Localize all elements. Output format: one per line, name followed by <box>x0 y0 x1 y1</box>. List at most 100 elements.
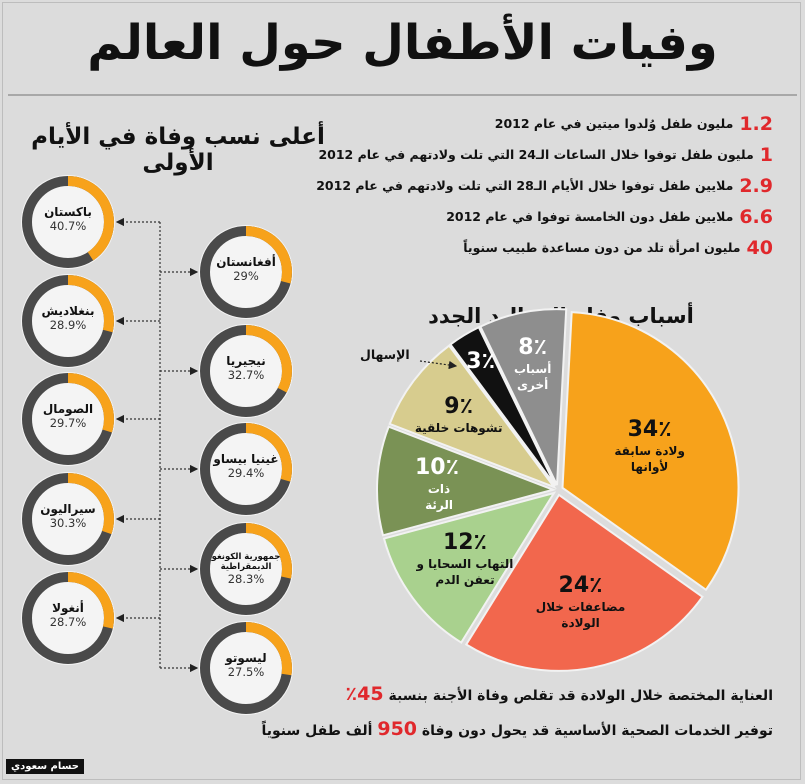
country-donut <box>21 372 115 466</box>
slice-percent: 24٪ <box>558 572 603 598</box>
country-name: باكستان <box>44 205 92 219</box>
country-name: جمهورية الكونغو الديمقراطية <box>211 552 281 572</box>
slice-name: ذات الرئة <box>425 481 453 512</box>
country-name: أفغانستان <box>216 255 276 269</box>
stat-text: مليون امرأة تلد من دون مساعدة طبيب سنويا… <box>463 240 741 255</box>
donut-value-arc <box>200 622 292 714</box>
donut-value-arc <box>200 325 292 417</box>
country-donut <box>21 571 115 665</box>
connector-lines <box>115 217 199 673</box>
slice-name: التهاب السحايا و تعفن الدم <box>416 557 514 588</box>
country-value: 30.3% <box>49 516 87 530</box>
country-value: 32.7% <box>227 368 265 382</box>
country-value: 29.7% <box>49 416 87 430</box>
bottom-line-2-suffix: ألف طفل سنوياً <box>261 723 373 739</box>
slice-percent: 8٪ <box>518 335 548 361</box>
donut-value-arc <box>200 423 292 515</box>
country-value: 28.3% <box>227 572 265 586</box>
donut-bg <box>21 571 115 665</box>
donut-value-arc <box>200 523 292 615</box>
donut-label: باكستان 40.7% <box>21 205 115 233</box>
donut-label: الصومال 29.7% <box>21 402 115 430</box>
stat-text: مليون طفل وُلدوا ميتين في عام 2012 <box>494 116 734 131</box>
donut-bg <box>199 324 293 418</box>
pie-slice <box>382 491 557 644</box>
stat-text: ملايين طفل توفوا خلال الأيام الـ28 التي … <box>316 178 734 193</box>
slice-percent: 12٪ <box>442 530 487 556</box>
slice-percent: 9٪ <box>444 393 474 419</box>
slice-name: تشوهات خلقية <box>414 420 503 435</box>
bottom-line-1: العناية المختصة خلال الولادة قد تقلص وفا… <box>346 683 773 705</box>
pie-slice <box>464 493 704 672</box>
donut-value-arc <box>22 473 114 565</box>
stat-item: 40 مليون امرأة تلد من دون مساعدة طبيب سن… <box>353 232 773 263</box>
country-donut <box>21 274 115 368</box>
country-donut <box>199 422 293 516</box>
slice-label: 34٪ ولادة سابقة لأوانها <box>600 417 700 475</box>
donut-value-arc <box>22 176 114 268</box>
bottom-line-2-text: توفير الخدمات الصحية الأساسية قد يحول دو… <box>421 723 773 739</box>
donut-label: نيجيريا 32.7% <box>199 354 293 382</box>
stat-number: 2.9 <box>739 174 773 197</box>
donut-label: جمهورية الكونغو الديمقراطية 28.3% <box>199 552 293 586</box>
country-donut <box>199 621 293 715</box>
stats-list: 1.2 مليون طفل وُلدوا ميتين في عام 2012 1… <box>316 108 773 263</box>
slice-name: مضاعفات خلال الولادة <box>535 599 626 630</box>
stat-text: ملايين طفل دون الخامسة توفوا في عام 2012 <box>446 209 734 224</box>
pie-slice <box>561 311 740 592</box>
slice-label: 24٪ مضاعفات خلال الولادة <box>531 573 631 631</box>
donut-bg <box>21 274 115 368</box>
donut-value-arc <box>22 572 114 664</box>
slice-percent: 3٪ <box>466 349 496 375</box>
pie-slice <box>449 325 557 487</box>
slice-percent: 10٪ <box>414 454 460 480</box>
stat-item: 6.6 ملايين طفل دون الخامسة توفوا في عام … <box>353 201 773 232</box>
country-value: 28.9% <box>49 318 87 332</box>
country-name: بنغلاديش <box>41 304 95 318</box>
donut-bg <box>199 225 293 319</box>
bottom-line-1-text: العناية المختصة خلال الولادة قد تقلص وفا… <box>388 688 773 704</box>
country-name: ليسوتو <box>225 651 267 665</box>
stat-item: 1 مليون طفل توفوا خلال الساعات الـ24 الت… <box>318 139 773 170</box>
donut-bg <box>199 522 293 616</box>
donut-bg <box>199 422 293 516</box>
country-value: 29.4% <box>227 466 265 480</box>
country-donut <box>21 472 115 566</box>
slice-label: 10٪ ذات الرئة <box>415 455 459 513</box>
country-donut <box>199 324 293 418</box>
country-value: 28.7% <box>49 615 87 629</box>
ishal-label: الإسهال <box>360 347 410 362</box>
stat-item: 2.9 ملايين طفل توفوا خلال الأيام الـ28 ا… <box>316 170 773 201</box>
stat-number: 40 <box>746 236 773 259</box>
country-name: سيراليون <box>40 502 96 516</box>
pie-slice <box>388 344 557 490</box>
country-donut <box>199 225 293 319</box>
donut-label: ليسوتو 27.5% <box>199 651 293 679</box>
slice-label: 9٪ تشوهات خلقية <box>415 394 503 436</box>
country-donut <box>199 522 293 616</box>
stat-number: 1.2 <box>739 112 773 135</box>
donut-label: أنغولا 28.7% <box>21 601 115 629</box>
donut-bg <box>21 472 115 566</box>
country-donut <box>21 175 115 269</box>
page-title: وفيات الأطفال حول العالم <box>87 15 718 71</box>
bottom-line-2: توفير الخدمات الصحية الأساسية قد يحول دو… <box>261 718 773 740</box>
country-value: 40.7% <box>49 219 87 233</box>
country-name: نيجيريا <box>226 354 266 368</box>
stat-number: 1 <box>759 143 773 166</box>
author-credit: حسام سعودي <box>6 759 84 774</box>
pie-slice <box>479 308 568 486</box>
donut-value-arc <box>22 373 114 465</box>
stat-number: 6.6 <box>739 205 773 228</box>
title-divider <box>8 94 797 96</box>
slice-percent: 34٪ <box>627 416 672 442</box>
donut-label: سيراليون 30.3% <box>21 502 115 530</box>
country-value: 29% <box>233 269 259 283</box>
stat-item: 1.2 مليون طفل وُلدوا ميتين في عام 2012 <box>353 108 773 139</box>
donut-value-arc <box>200 226 292 318</box>
slice-label: 3٪ <box>466 349 495 375</box>
slice-label: 12٪ التهاب السحايا و تعفن الدم <box>415 530 515 588</box>
country-name: الصومال <box>42 402 94 416</box>
countries-title: أعلى نسب وفاة في الأيام الأولى <box>31 124 325 176</box>
donut-bg <box>199 621 293 715</box>
